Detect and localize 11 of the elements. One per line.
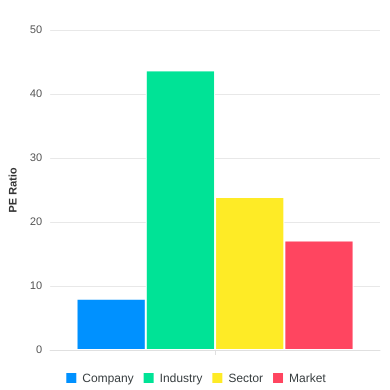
y-tick-label: 30 — [30, 152, 42, 164]
y-tick-label: 40 — [30, 88, 42, 100]
y-tick-label: 20 — [30, 216, 42, 228]
legend-label: Company — [82, 371, 134, 385]
legend-label: Market — [289, 371, 326, 385]
legend-label: Industry — [160, 371, 202, 385]
y-tick-label: 0 — [36, 344, 42, 356]
y-tick-label: 10 — [30, 280, 42, 292]
y-tick-label: 50 — [30, 24, 42, 36]
y-axis-title: PE Ratio — [8, 167, 20, 213]
legend-label: Sector — [228, 371, 264, 385]
